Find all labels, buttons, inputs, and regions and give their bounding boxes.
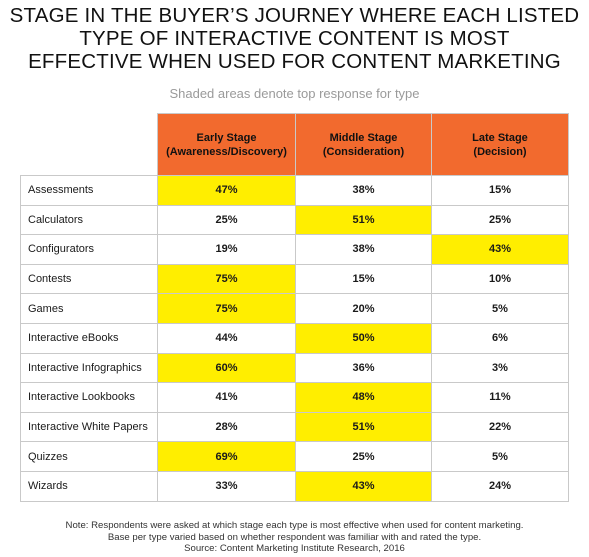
table-row: Interactive White Papers 28% 51% 22% <box>20 411 569 443</box>
value-cell: 15% <box>431 175 569 206</box>
row-label: Contests <box>20 263 158 295</box>
row-label: Configurators <box>20 234 158 265</box>
header-line: Late Stage <box>472 131 528 144</box>
footnote-line: Base per type varied based on whether re… <box>107 531 482 543</box>
table-row: Interactive eBooks 44% 50% 6% <box>20 322 569 354</box>
value-cell: 25% <box>295 441 432 472</box>
value-cell: 25% <box>157 204 296 236</box>
header-row: Early Stage (Awareness/Discovery) Middle… <box>20 113 569 176</box>
row-label: Interactive Infographics <box>20 352 158 384</box>
value-cell: 24% <box>431 470 569 502</box>
row-label: Assessments <box>20 175 158 206</box>
header-corner <box>20 113 158 176</box>
row-label: Calculators <box>20 204 158 236</box>
value-cell: 10% <box>431 263 569 295</box>
table-body: Assessments 47% 38% 15% Calculators 25% 51% 25%… <box>20 175 569 502</box>
value-cell-top-response: 51% <box>295 204 432 236</box>
value-cell-top-response: 75% <box>157 293 296 324</box>
value-cell: 38% <box>295 234 432 265</box>
footnote: Note: Respondents were asked at which st… <box>0 520 589 555</box>
value-cell: 15% <box>295 263 432 295</box>
value-cell: 3% <box>431 352 569 384</box>
value-cell-top-response: 43% <box>295 470 432 502</box>
value-cell: 36% <box>295 352 432 384</box>
title-line: EFFECTIVE WHEN USED FOR CONTENT MARKETIN… <box>28 50 561 73</box>
table-row: Assessments 47% 38% 15% <box>20 175 569 206</box>
header-line: (Awareness/Discovery) <box>166 145 287 158</box>
row-label: Wizards <box>20 470 158 502</box>
value-cell: 19% <box>157 234 296 265</box>
header-middle-stage: Middle Stage (Consideration) <box>295 113 432 176</box>
value-cell: 22% <box>431 411 569 443</box>
value-cell: 11% <box>431 382 569 413</box>
value-cell-top-response: 50% <box>295 322 432 354</box>
chart-title: STAGE IN THE BUYER’S JOURNEY WHERE EACH … <box>0 4 589 73</box>
header-line: Middle Stage <box>329 131 398 144</box>
row-label: Quizzes <box>20 441 158 472</box>
header-line: Early Stage <box>196 131 257 144</box>
table-row: Calculators 25% 51% 25% <box>20 204 569 236</box>
table-row: Interactive Lookbooks 41% 48% 11% <box>20 382 569 413</box>
value-cell: 41% <box>157 382 296 413</box>
title-line: TYPE OF INTERACTIVE CONTENT IS MOST <box>79 27 510 50</box>
header-late-stage: Late Stage (Decision) <box>431 113 569 176</box>
value-cell-top-response: 60% <box>157 352 296 384</box>
table-row: Quizzes 69% 25% 5% <box>20 441 569 472</box>
header-line: (Decision) <box>473 145 527 158</box>
header-early-stage: Early Stage (Awareness/Discovery) <box>157 113 296 176</box>
footnote-line: Note: Respondents were asked at which st… <box>65 520 524 531</box>
value-cell: 25% <box>431 204 569 236</box>
row-label: Interactive eBooks <box>20 322 158 354</box>
table-row: Interactive Infographics 60% 36% 3% <box>20 352 569 384</box>
table-row: Wizards 33% 43% 24% <box>20 470 569 502</box>
value-cell: 44% <box>157 322 296 354</box>
table-row: Configurators 19% 38% 43% <box>20 234 569 265</box>
value-cell-top-response: 51% <box>295 411 432 443</box>
value-cell-top-response: 43% <box>431 234 569 265</box>
value-cell: 20% <box>295 293 432 324</box>
chart-subtitle: Shaded areas denote top response for typ… <box>169 86 420 101</box>
header-line: (Consideration) <box>322 145 405 158</box>
value-cell-top-response: 47% <box>157 175 296 206</box>
table-row: Games 75% 20% 5% <box>20 293 569 324</box>
value-cell-top-response: 48% <box>295 382 432 413</box>
row-label: Games <box>20 293 158 324</box>
value-cell: 33% <box>157 470 296 502</box>
table-row: Contests 75% 15% 10% <box>20 263 569 295</box>
row-label: Interactive Lookbooks <box>20 382 158 413</box>
source-line: Source: Content Marketing Institute Rese… <box>184 543 405 554</box>
title-line: STAGE IN THE BUYER’S JOURNEY WHERE EACH … <box>9 4 580 27</box>
value-cell: 5% <box>431 293 569 324</box>
value-cell: 28% <box>157 411 296 443</box>
data-table: Early Stage (Awareness/Discovery) Middle… <box>20 113 569 502</box>
value-cell: 6% <box>431 322 569 354</box>
value-cell: 38% <box>295 175 432 206</box>
row-label: Interactive White Papers <box>20 411 158 443</box>
value-cell-top-response: 69% <box>157 441 296 472</box>
value-cell-top-response: 75% <box>157 263 296 295</box>
value-cell: 5% <box>431 441 569 472</box>
